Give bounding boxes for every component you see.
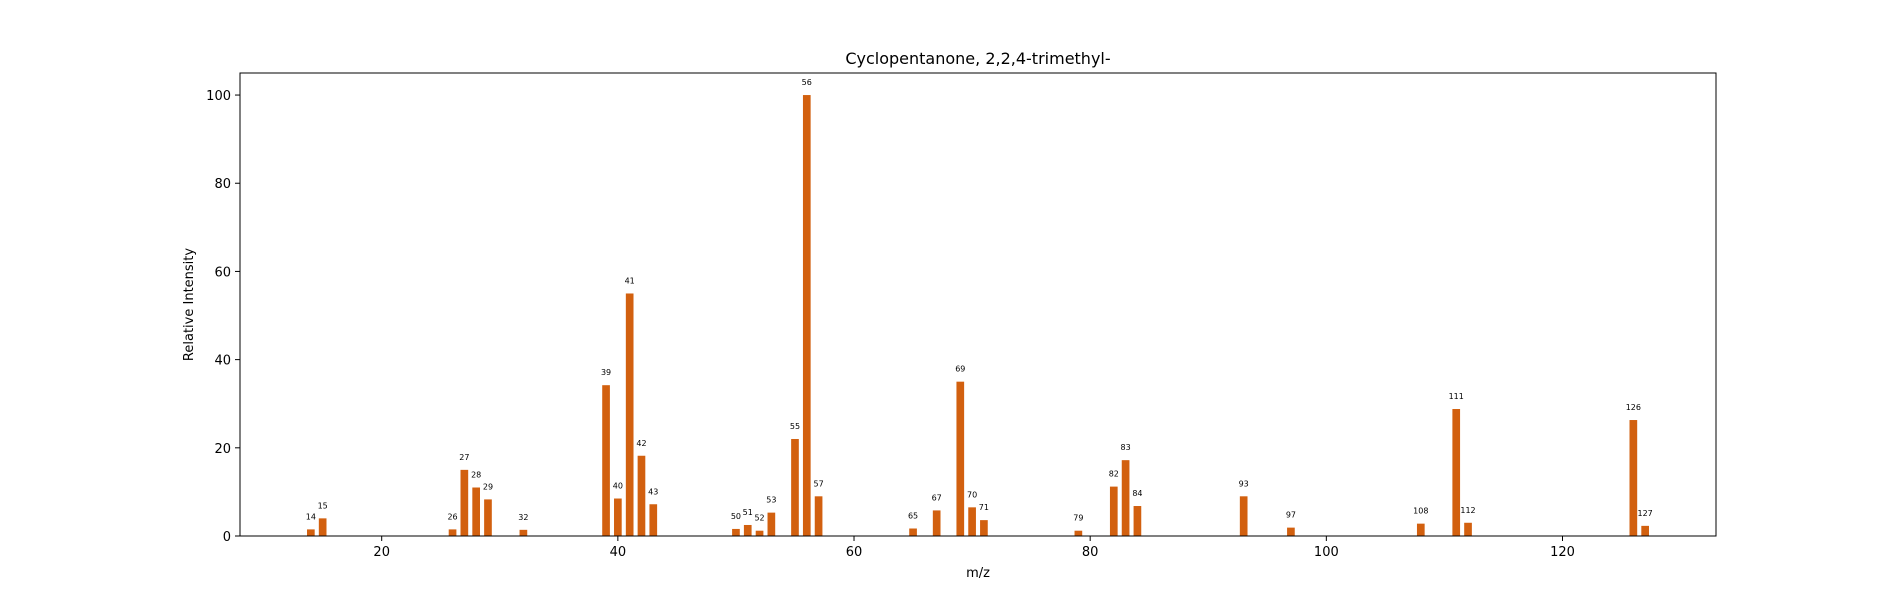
peak-label-mz-93: 93 <box>1239 479 1249 488</box>
y-tick-label-0: 0 <box>223 530 231 545</box>
peak-label-mz-69: 69 <box>955 365 965 374</box>
bar-mz-15 <box>318 518 327 536</box>
y-axis-label: Relative Intensity <box>182 248 197 361</box>
bar-mz-42 <box>637 455 646 536</box>
x-tick-label-100: 100 <box>1314 545 1339 560</box>
peak-label-mz-28: 28 <box>471 471 481 480</box>
bar-mz-111 <box>1452 409 1461 536</box>
bar-mz-14 <box>307 529 315 536</box>
peak-label-mz-32: 32 <box>518 513 528 522</box>
x-tick-label-20: 20 <box>373 545 390 560</box>
bar-mz-108 <box>1416 523 1425 536</box>
bar-mz-55 <box>791 438 799 536</box>
peak-label-mz-57: 57 <box>813 479 823 488</box>
bar-mz-71 <box>980 520 988 536</box>
x-axis-ticks: 20 40 60 80 100 120 <box>373 536 1575 560</box>
peak-label-mz-127: 127 <box>1638 509 1653 518</box>
peak-label-mz-112: 112 <box>1460 506 1475 515</box>
bar-mz-43 <box>649 504 658 536</box>
peak-label-mz-40: 40 <box>613 482 623 491</box>
bar-mz-41 <box>625 293 634 536</box>
bar-mz-26 <box>448 529 457 536</box>
peak-label-mz-71: 71 <box>979 503 989 512</box>
peak-label-mz-53: 53 <box>766 496 776 505</box>
bar-mz-32 <box>519 529 528 536</box>
peak-label-mz-55: 55 <box>790 422 800 431</box>
chart-title: Cyclopentanone, 2,2,4-trimethyl- <box>845 49 1110 68</box>
peak-label-mz-29: 29 <box>483 482 493 491</box>
peak-label-mz-70: 70 <box>967 490 977 499</box>
bar-mz-50 <box>732 528 740 536</box>
peak-label-mz-43: 43 <box>648 487 658 496</box>
bar-mz-84 <box>1133 506 1142 536</box>
peak-label-mz-15: 15 <box>318 501 328 510</box>
peak-label-mz-126: 126 <box>1626 403 1641 412</box>
bar-mz-51 <box>743 524 752 536</box>
x-tick-label-80: 80 <box>1082 545 1099 560</box>
peak-label-mz-27: 27 <box>459 453 469 462</box>
bar-mz-57 <box>814 496 823 536</box>
peak-label-mz-65: 65 <box>908 512 918 521</box>
peak-label-mz-52: 52 <box>754 514 764 523</box>
peak-label-mz-82: 82 <box>1109 470 1119 479</box>
peak-label-mz-14: 14 <box>306 512 316 521</box>
bar-mz-93 <box>1239 496 1248 536</box>
peak-label-mz-83: 83 <box>1121 443 1131 452</box>
y-tick-label-20: 20 <box>214 442 231 457</box>
peak-label-mz-42: 42 <box>636 439 646 448</box>
x-tick-label-120: 120 <box>1550 545 1575 560</box>
bar-mz-83 <box>1121 460 1130 536</box>
x-axis-label: m/z <box>966 566 990 581</box>
y-tick-label-80: 80 <box>214 177 231 192</box>
bar-mz-127 <box>1641 525 1649 536</box>
bar-mz-56 <box>802 95 811 537</box>
peak-label-mz-67: 67 <box>932 493 942 502</box>
bar-mz-53 <box>767 512 776 536</box>
peak-label-mz-79: 79 <box>1073 514 1083 523</box>
y-tick-label-100: 100 <box>206 89 231 104</box>
peak-label-mz-51: 51 <box>743 508 753 517</box>
bar-mz-126 <box>1629 420 1638 536</box>
bar-mz-82 <box>1109 486 1118 536</box>
y-axis-ticks: 0 20 40 60 80 100 <box>206 89 240 545</box>
y-tick-label-40: 40 <box>214 354 231 369</box>
bar-mz-79 <box>1074 530 1083 536</box>
bar-mz-97 <box>1287 527 1295 536</box>
bar-mz-29 <box>484 499 492 536</box>
plot-frame <box>239 72 1717 537</box>
bar-mz-28 <box>472 487 480 536</box>
peak-label-mz-26: 26 <box>447 512 457 521</box>
peak-label-mz-39: 39 <box>601 368 611 377</box>
bars-group <box>307 95 1649 537</box>
peak-label-mz-97: 97 <box>1286 511 1296 520</box>
peak-label-mz-84: 84 <box>1132 489 1142 498</box>
x-tick-label-40: 40 <box>610 545 627 560</box>
bar-mz-27 <box>460 469 469 536</box>
peak-label-mz-111: 111 <box>1449 392 1464 401</box>
bar-mz-40 <box>614 498 622 536</box>
peak-label-mz-50: 50 <box>731 512 741 521</box>
bar-mz-112 <box>1464 522 1472 536</box>
bar-mz-67 <box>932 510 941 536</box>
x-tick-label-60: 60 <box>846 545 863 560</box>
bar-mz-69 <box>956 381 965 536</box>
bar-mz-70 <box>968 507 976 536</box>
peak-label-mz-41: 41 <box>625 276 635 285</box>
bar-mz-39 <box>602 385 610 536</box>
peak-label-mz-108: 108 <box>1413 507 1428 516</box>
peak-label-mz-56: 56 <box>802 78 812 87</box>
bar-mz-65 <box>909 528 917 536</box>
y-tick-label-60: 60 <box>214 265 231 280</box>
bar-mz-52 <box>755 530 764 536</box>
